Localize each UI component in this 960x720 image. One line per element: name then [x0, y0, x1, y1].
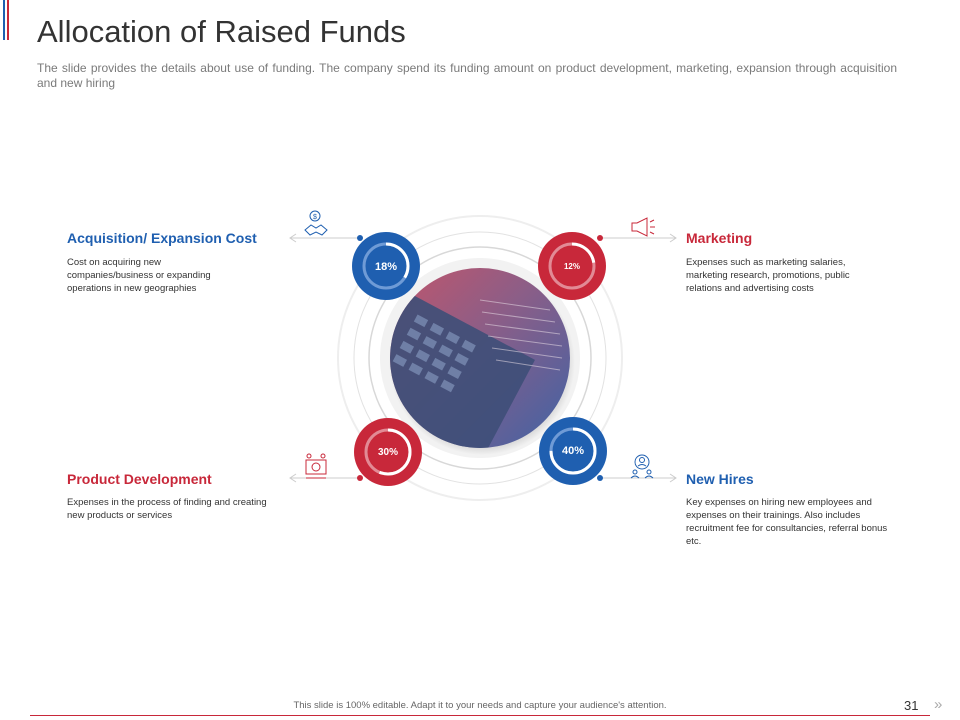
footer-divider — [30, 715, 930, 716]
page-title: Allocation of Raised Funds — [37, 14, 406, 49]
page-number: 31 — [904, 698, 919, 713]
donut-hires: 40% — [539, 417, 607, 485]
donut-marketing: 12% — [538, 232, 606, 300]
donut-acquisition: 18% — [352, 232, 420, 300]
connector-dot-product — [357, 475, 363, 481]
item-title-marketing: Marketing — [686, 230, 753, 246]
accent-bar-red — [7, 0, 9, 40]
megaphone-icon — [631, 217, 655, 237]
percent-label-hires: 40% — [562, 445, 584, 457]
percent-label-product: 30% — [378, 447, 398, 458]
center-photo — [389, 268, 575, 455]
item-desc-acquisition: Cost on acquiring new companies/business… — [67, 257, 211, 294]
percent-label-marketing: 12% — [564, 262, 580, 271]
accent-bar-blue — [3, 0, 5, 40]
svg-text:$: $ — [313, 214, 317, 221]
item-title-acquisition: Acquisition/ Expansion Cost — [67, 230, 257, 246]
product-gear-icon — [305, 453, 327, 479]
donut-product: 30% — [354, 418, 422, 486]
page-subtitle: The slide provides the details about use… — [37, 61, 897, 90]
footer-text: This slide is 100% editable. Adapt it to… — [293, 700, 667, 711]
handshake-dollar-icon: $ — [304, 210, 328, 236]
connector-dot-marketing — [597, 235, 603, 241]
item-desc-hires: Key expenses on hiring new employees and… — [686, 497, 888, 547]
item-desc-marketing: Expenses such as marketing salaries, mar… — [686, 257, 850, 294]
item-title-hires: New Hires — [686, 471, 754, 487]
next-slide-icon[interactable]: » — [934, 696, 943, 713]
item-desc-product: Expenses in the process of finding and c… — [67, 497, 267, 521]
connector-dot-acquisition — [357, 235, 363, 241]
connector-dot-hires — [597, 475, 603, 481]
item-title-product: Product Development — [67, 471, 212, 487]
people-search-icon — [630, 454, 654, 479]
percent-label-acquisition: 18% — [375, 261, 397, 273]
